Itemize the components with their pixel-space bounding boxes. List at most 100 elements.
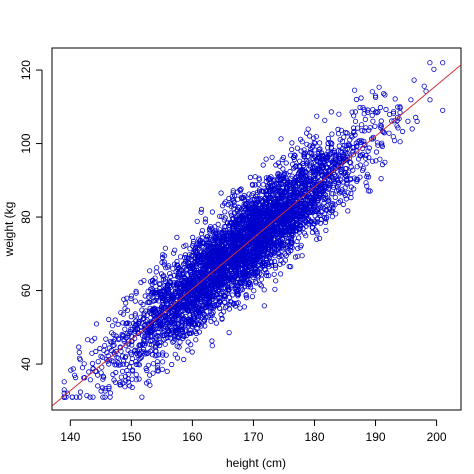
- data-point: [209, 338, 215, 344]
- data-point: [380, 91, 387, 97]
- data-point: [328, 173, 334, 179]
- data-point: [165, 327, 171, 333]
- data-point: [306, 133, 313, 139]
- data-point: [159, 254, 166, 261]
- data-point: [243, 233, 249, 239]
- data-point: [209, 287, 215, 293]
- data-point: [280, 166, 286, 172]
- data-point: [297, 136, 304, 142]
- data-point: [268, 211, 274, 217]
- data-point: [76, 349, 82, 355]
- data-point: [180, 286, 186, 293]
- data-point: [138, 349, 144, 355]
- data-point: [253, 257, 259, 263]
- data-point: [142, 338, 148, 345]
- data-point: [189, 264, 195, 270]
- data-point: [265, 237, 271, 243]
- data-point: [268, 205, 274, 211]
- data-point: [362, 116, 368, 123]
- data-point: [308, 197, 314, 203]
- data-point: [61, 379, 67, 385]
- data-point: [350, 125, 357, 131]
- data-point: [150, 290, 156, 296]
- data-point: [219, 214, 225, 220]
- data-point: [397, 109, 403, 116]
- data-point: [358, 122, 365, 128]
- data-point: [128, 351, 135, 358]
- data-point: [152, 353, 158, 359]
- data-point: [361, 128, 368, 134]
- data-point: [254, 222, 260, 228]
- data-point: [351, 175, 357, 181]
- data-point: [305, 197, 311, 203]
- data-point: [141, 323, 147, 329]
- data-point: [208, 318, 214, 324]
- data-point: [156, 314, 162, 320]
- data-point: [351, 113, 357, 119]
- data-point: [99, 385, 106, 391]
- data-point: [98, 388, 104, 394]
- data-point: [286, 263, 292, 270]
- data-point: [163, 265, 169, 271]
- data-point: [264, 243, 270, 249]
- data-point: [181, 356, 187, 363]
- data-point: [199, 228, 205, 234]
- data-point: [328, 191, 335, 197]
- data-point: [257, 253, 264, 259]
- data-point: [160, 276, 166, 282]
- data-point: [413, 114, 419, 121]
- data-point: [122, 384, 128, 390]
- data-point: [170, 339, 176, 345]
- data-point: [293, 174, 299, 180]
- data-point: [70, 366, 76, 372]
- data-point: [166, 328, 172, 334]
- data-point: [201, 311, 207, 317]
- data-point: [256, 202, 262, 208]
- data-point: [216, 291, 222, 297]
- data-point: [209, 343, 215, 349]
- data-point: [354, 148, 360, 154]
- data-point: [301, 230, 308, 236]
- data-point: [337, 137, 343, 143]
- data-point: [287, 195, 293, 201]
- data-point: [223, 199, 229, 205]
- data-point: [192, 248, 198, 254]
- data-point: [198, 269, 204, 276]
- data-point: [125, 347, 131, 353]
- data-point: [184, 254, 190, 261]
- data-point: [159, 307, 165, 313]
- data-point: [354, 143, 360, 149]
- data-point: [219, 270, 225, 276]
- data-point: [172, 351, 178, 357]
- data-point: [256, 187, 263, 193]
- data-point: [305, 126, 311, 132]
- data-point: [230, 271, 236, 277]
- data-point: [223, 278, 229, 284]
- data-point: [278, 180, 284, 186]
- data-point: [226, 294, 233, 300]
- data-point: [266, 188, 272, 194]
- data-point: [158, 271, 165, 277]
- data-point: [112, 351, 118, 357]
- data-point: [187, 330, 193, 336]
- data-point: [312, 154, 318, 160]
- data-point: [183, 242, 189, 248]
- data-point: [160, 359, 166, 365]
- data-point: [119, 368, 126, 374]
- data-point: [329, 214, 335, 220]
- data-point: [198, 279, 204, 285]
- data-point: [255, 181, 261, 187]
- data-point: [161, 289, 167, 295]
- data-point: [250, 219, 256, 225]
- data-point: [154, 332, 160, 339]
- data-point: [340, 201, 346, 208]
- data-point: [207, 227, 213, 233]
- data-point: [234, 209, 240, 215]
- data-point: [117, 382, 123, 388]
- data-point: [175, 262, 181, 269]
- data-point: [318, 159, 324, 166]
- data-point: [352, 118, 359, 124]
- data-point: [185, 272, 191, 278]
- data-point: [253, 208, 259, 214]
- data-point: [195, 255, 201, 261]
